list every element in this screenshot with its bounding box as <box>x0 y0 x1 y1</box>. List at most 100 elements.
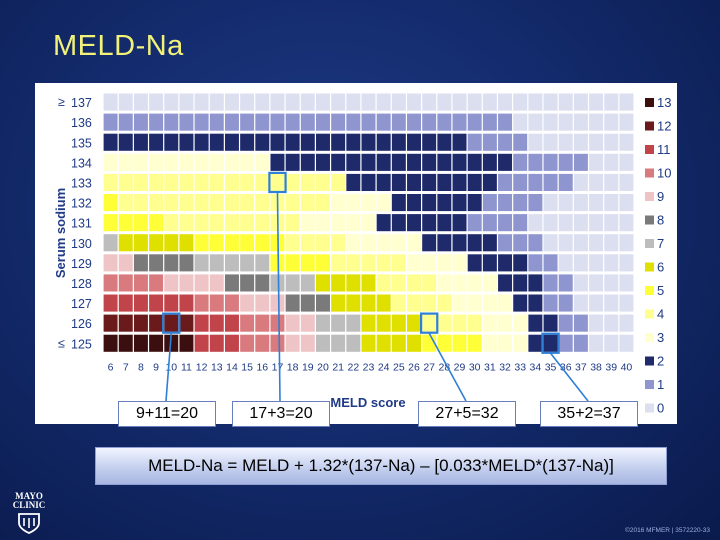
legend-swatch <box>645 239 654 248</box>
x-tick-label: 20 <box>317 361 329 373</box>
heatmap-cell <box>179 93 194 111</box>
x-tick-label: 18 <box>287 361 299 373</box>
x-tick-label: 6 <box>108 361 114 373</box>
heatmap-cell <box>209 214 224 232</box>
heatmap-cell <box>558 153 573 171</box>
heatmap-cell <box>528 153 543 171</box>
heatmap-cell <box>240 113 255 131</box>
heatmap-cell <box>149 194 164 212</box>
heatmap-cell <box>164 133 179 151</box>
logo-text-2: CLINIC <box>12 500 46 510</box>
heatmap-cell <box>285 113 300 131</box>
heatmap-cell <box>467 274 482 292</box>
meld-na-formula: MELD-Na = MELD + 1.32*(137-Na) – [0.033*… <box>95 447 667 485</box>
heatmap-cell <box>255 153 270 171</box>
heatmap-cell <box>498 314 513 332</box>
x-tick-label: 9 <box>153 361 159 373</box>
heatmap-cell <box>407 294 421 312</box>
heatmap-cell <box>558 93 573 111</box>
heatmap-cell <box>300 113 315 131</box>
heatmap-cell <box>528 173 543 191</box>
heatmap-cell <box>437 113 452 131</box>
heatmap-cell <box>528 133 543 151</box>
heatmap-cell <box>331 274 346 292</box>
x-tick-label: 19 <box>302 361 314 373</box>
heatmap-cell <box>224 153 239 171</box>
heatmap-cell <box>103 334 118 352</box>
heatmap-cell <box>224 294 239 312</box>
heatmap-cell <box>589 173 604 191</box>
heatmap-cell <box>498 113 513 131</box>
heatmap-cell <box>316 234 330 252</box>
heatmap-cell <box>133 113 148 131</box>
heatmap-cell <box>482 334 497 352</box>
heatmap-cell <box>209 173 224 191</box>
highlight-connector <box>276 192 281 402</box>
highlight-box <box>541 332 560 354</box>
heatmap-cell <box>331 153 346 171</box>
heatmap-cell <box>604 294 619 312</box>
heatmap-cell <box>194 254 209 272</box>
heatmap-cell <box>573 93 588 111</box>
heatmap-cell <box>240 93 255 111</box>
heatmap-cell <box>194 93 209 111</box>
y-tick-label: 137 <box>71 96 92 110</box>
mayo-clinic-logo: MAYO CLINIC <box>8 492 50 534</box>
heatmap-cell <box>589 314 604 332</box>
heatmap-cell <box>452 113 467 131</box>
heatmap-cell <box>573 133 588 151</box>
heatmap-cell <box>589 234 604 252</box>
heatmap-cell <box>452 314 467 332</box>
heatmap-cell <box>467 93 482 111</box>
legend-label: 7 <box>657 236 664 251</box>
heatmap-cell <box>285 93 300 111</box>
heatmap-cell <box>270 294 285 312</box>
legend-swatch <box>645 215 654 225</box>
heatmap-cell <box>573 173 588 191</box>
heatmap-cell <box>573 234 588 252</box>
heatmap-cell <box>361 214 376 232</box>
heatmap-cell <box>224 334 239 352</box>
meld-na-heatmap: 137136135134133132131130129128127126125≥… <box>53 93 671 416</box>
heatmap-cell <box>209 133 224 151</box>
heatmap-cell <box>164 294 179 312</box>
y-tick-label: 125 <box>71 337 92 351</box>
heatmap-cell <box>376 113 391 131</box>
heatmap-cell <box>619 153 634 171</box>
heatmap-cell <box>316 334 330 352</box>
heatmap-cell <box>452 153 467 171</box>
x-tick-label: 11 <box>181 361 192 373</box>
heatmap-cell <box>240 133 255 151</box>
heatmap-cell <box>589 294 604 312</box>
heatmap-cell <box>316 294 330 312</box>
heatmap-cell <box>513 133 528 151</box>
heatmap-cell <box>528 234 543 252</box>
heatmap-cell <box>209 294 224 312</box>
heatmap-cell <box>346 194 361 212</box>
y-tick-label: 134 <box>71 156 92 170</box>
y-bottom-prefix: ≤ <box>58 336 65 350</box>
heatmap-cell <box>209 113 224 131</box>
heatmap-cell <box>118 334 133 352</box>
heatmap-cell <box>361 153 376 171</box>
heatmap-cell <box>346 314 361 332</box>
x-tick-label: 34 <box>530 361 542 373</box>
heatmap-cell <box>528 274 543 292</box>
heatmap-cell <box>513 254 528 272</box>
heatmap-cell <box>422 254 437 272</box>
heatmap-cell <box>285 314 300 332</box>
heatmap-cell <box>467 173 482 191</box>
heatmap-cell <box>573 294 588 312</box>
meld-na-chart-panel: 137 136 135 134 133 132 131 130 129 128 127 126 125 ≥… <box>35 83 677 424</box>
heatmap-cell <box>240 294 255 312</box>
heatmap-cell <box>285 254 300 272</box>
heatmap-cell <box>103 294 118 312</box>
heatmap-cell <box>482 153 497 171</box>
heatmap-cell <box>300 234 315 252</box>
heatmap-cell <box>528 194 543 212</box>
heatmap-cell <box>467 133 482 151</box>
heatmap-cell <box>209 234 224 252</box>
heatmap-cell <box>285 234 300 252</box>
heatmap-cell <box>589 334 604 352</box>
heatmap-cell <box>543 214 558 232</box>
